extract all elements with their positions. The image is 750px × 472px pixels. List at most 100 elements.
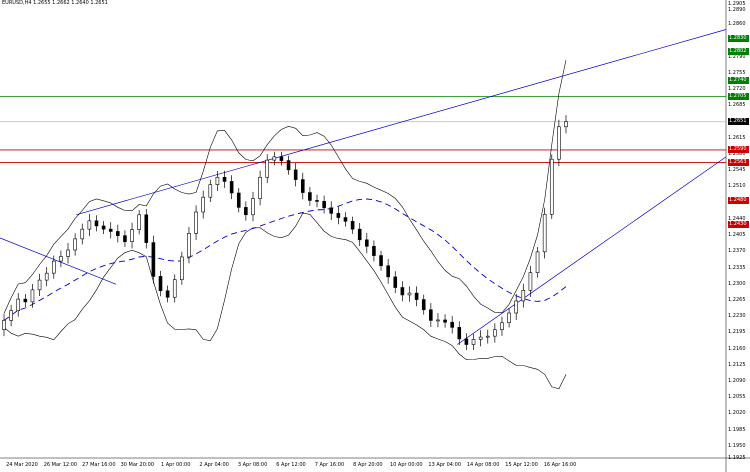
price-badge: 1.2480	[728, 197, 749, 205]
price-badge: 1.2830	[728, 35, 749, 43]
bollinger-upper-band	[3, 59, 567, 314]
price-tick-label: 1.2860	[728, 21, 746, 28]
candle-body-41	[293, 169, 298, 180]
candle-body-27	[194, 211, 198, 234]
candle-body-66	[471, 339, 476, 345]
price-badge: 1.2740	[728, 76, 749, 84]
candle-body-31	[222, 176, 227, 182]
candle-body-62	[443, 319, 447, 323]
candle-body-8	[59, 256, 63, 262]
time-tick-label: 13 Apr 04:00	[428, 462, 462, 468]
time-tick-label: 6 Apr 12:00	[276, 462, 306, 468]
candle-body-28	[201, 196, 205, 213]
candle-body-58	[414, 292, 419, 300]
candle-body-52	[372, 245, 376, 256]
candle-body-73	[521, 289, 526, 302]
candle-body-2	[16, 298, 21, 311]
trendline-0	[76, 29, 727, 216]
price-tick-label: 1.2440	[728, 215, 746, 222]
candle-body-19	[137, 214, 141, 230]
price-tick-label: 1.2790	[728, 53, 746, 60]
candle-body-46	[329, 207, 334, 214]
candle-body-70	[500, 322, 504, 330]
candle-body-49	[350, 220, 355, 230]
price-tick-label: 1.2405	[728, 232, 746, 239]
price-tick-label: 1.2335	[728, 264, 746, 271]
candle-body-25	[180, 256, 184, 280]
candle-body-55	[393, 276, 398, 288]
price-tick-label: 1.2685	[728, 102, 746, 109]
time-tick-label: 24 Mar 2020	[6, 462, 38, 468]
candle-body-67	[478, 336, 483, 340]
candle-body-72	[514, 300, 519, 314]
time-tick-label: 8 Apr 20:00	[353, 462, 383, 468]
candle-body-51	[365, 239, 369, 247]
candle-body-14	[101, 225, 106, 230]
candle-body-56	[400, 287, 405, 296]
candle-body-30	[215, 176, 220, 185]
candle-body-7	[51, 260, 56, 274]
candle-body-65	[464, 338, 469, 345]
candle-body-37	[265, 159, 270, 178]
time-tick-label: 10 Apr 00:00	[389, 462, 423, 468]
price-tick-label: 1.2090	[728, 378, 746, 385]
candle-body-34	[244, 207, 248, 216]
price-badge: 1.2590	[728, 146, 749, 154]
time-tick-label: 14 Apr 08:00	[466, 462, 500, 468]
candle-body-63	[450, 321, 454, 328]
candle-body-44	[315, 200, 319, 202]
candle-body-43	[308, 192, 312, 201]
candle-body-68	[485, 335, 490, 338]
candle-body-48	[343, 217, 348, 222]
price-tick-label: 1.2125	[728, 361, 746, 368]
candle-body-13	[94, 220, 99, 227]
candle-body-74	[528, 272, 533, 291]
candle-body-47	[336, 213, 341, 218]
price-tick-label: 1.2905	[728, 0, 746, 7]
candle-body-35	[251, 198, 255, 216]
candle-body-38	[272, 156, 277, 161]
price-badge: 1.2705	[728, 93, 749, 101]
time-tick-label: 26 Mar 12:00	[43, 462, 78, 468]
price-tick-label: 1.2370	[728, 248, 746, 255]
price-tick-label: 1.2580	[728, 151, 746, 158]
bollinger-lower-band	[3, 212, 567, 390]
candle-body-0	[2, 320, 6, 330]
candle-body-61	[436, 319, 440, 322]
candle-body-71	[507, 312, 511, 324]
candle-body-50	[357, 228, 362, 241]
candle-body-6	[44, 272, 49, 281]
candle-body-21	[151, 242, 156, 277]
price-tick-label: 1.1925	[728, 454, 746, 461]
candle-body-57	[407, 292, 412, 296]
candle-body-10	[73, 238, 77, 251]
candle-body-75	[535, 251, 540, 273]
price-tick-label: 1.2510	[728, 183, 746, 190]
candle-body-17	[123, 235, 127, 242]
price-tick-label: 1.2545	[728, 167, 746, 174]
time-tick-label: 1 Apr 00:00	[160, 462, 191, 468]
candle-body-33	[236, 192, 241, 208]
price-tick-label: 1.2195	[728, 329, 746, 336]
time-tick-label: 3 Apr 08:00	[237, 462, 268, 468]
candle-body-3	[23, 298, 28, 303]
candle-body-60	[429, 309, 433, 321]
price-tick-label: 1.2755	[728, 69, 746, 76]
price-tick-label: 1.2890	[728, 7, 746, 14]
price-tick-label: 1.2020	[728, 410, 746, 417]
candle-body-40	[286, 160, 291, 171]
candle-body-11	[80, 228, 85, 240]
candle-body-45	[322, 201, 326, 209]
time-tick-label: 16 Apr 16:00	[543, 462, 577, 468]
candle-body-9	[66, 249, 70, 257]
candle-body-20	[144, 214, 149, 243]
price-badge: 1.2651	[728, 118, 749, 126]
price-tick-label: 1.2615	[728, 134, 746, 141]
candle-body-22	[158, 276, 163, 292]
price-badge: 1.2563	[728, 158, 749, 166]
candle-body-77	[549, 158, 554, 215]
candle-body-76	[542, 214, 547, 253]
candle-body-32	[229, 181, 234, 194]
